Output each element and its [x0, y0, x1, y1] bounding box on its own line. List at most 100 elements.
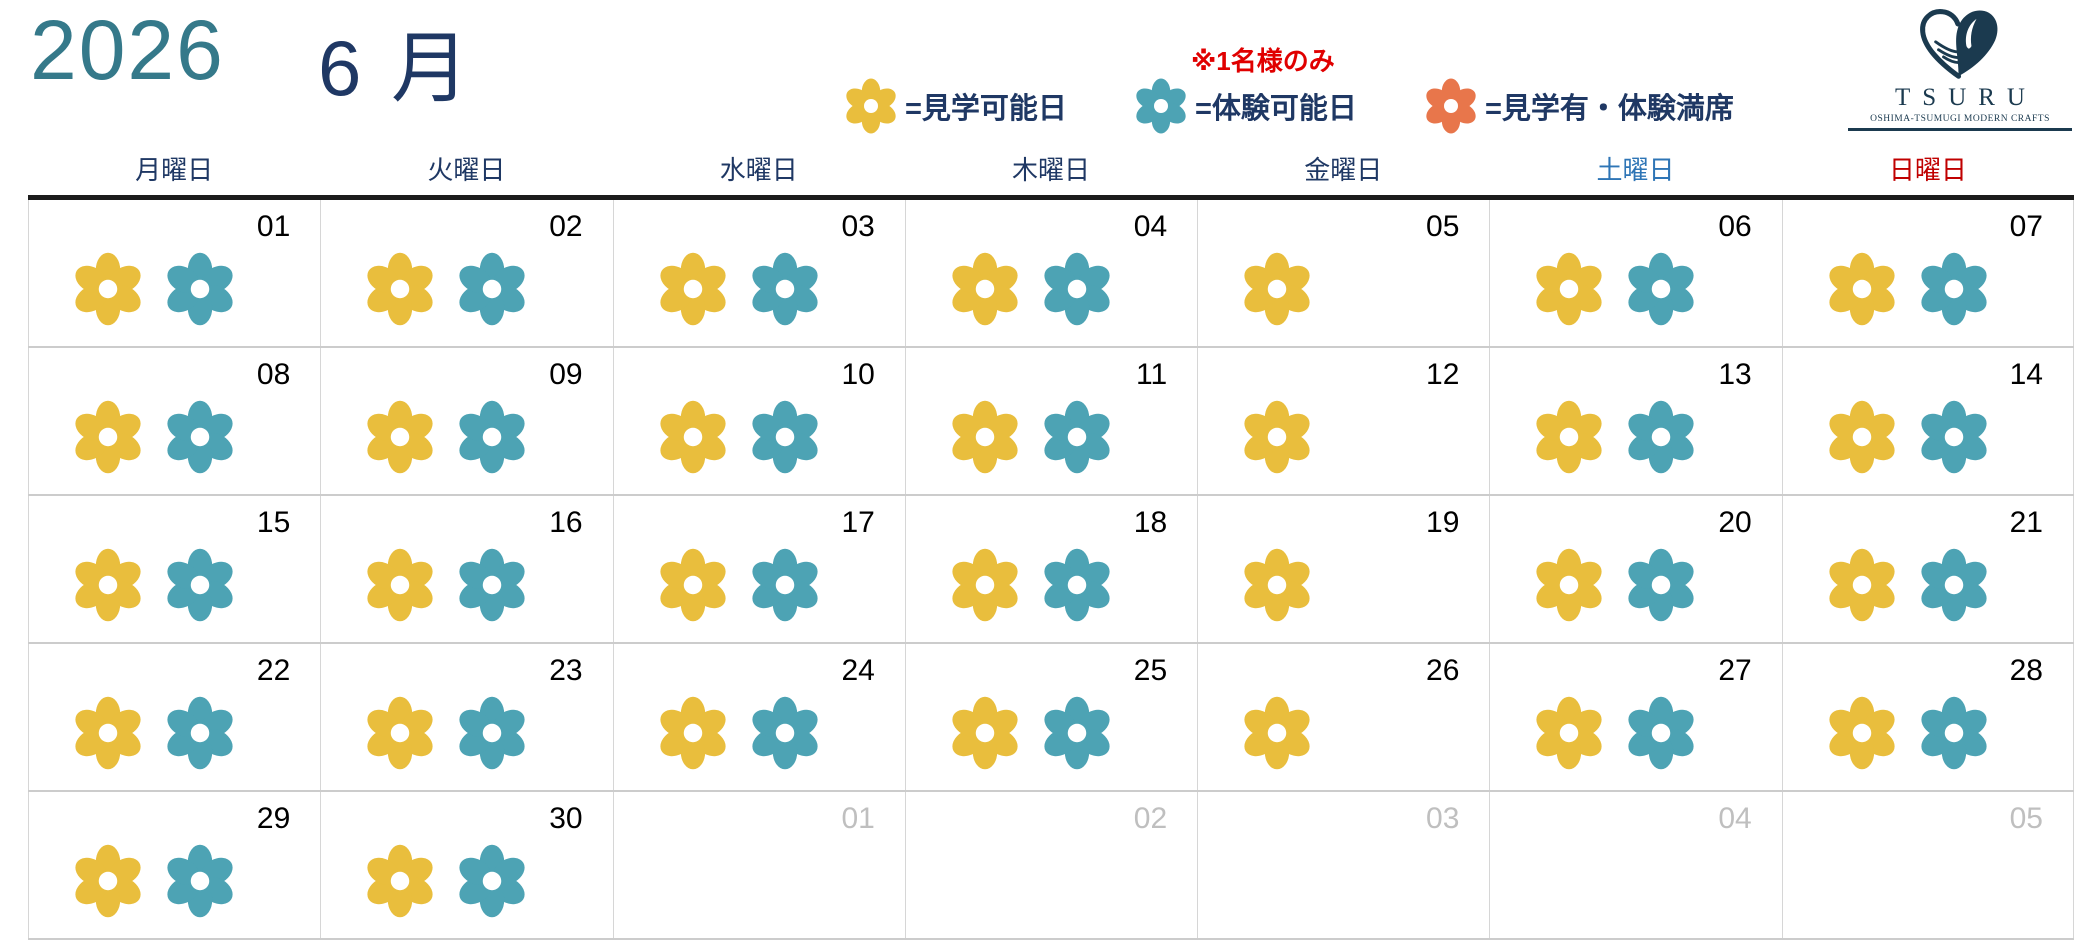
yellow-flower-icon — [71, 252, 145, 326]
day-flowers — [1532, 252, 1699, 326]
day-flowers — [1532, 696, 1699, 770]
yellow-flower-icon — [363, 696, 438, 770]
day-number: 30 — [549, 802, 583, 835]
day-flowers — [655, 548, 822, 622]
day-flowers — [947, 548, 1114, 622]
day-flowers — [1240, 400, 1315, 474]
yellow-flower-icon — [1532, 252, 1607, 326]
tsuru-crane-heart-icon — [1920, 9, 1998, 79]
day-flowers — [655, 252, 822, 326]
day-number: 11 — [1135, 358, 1168, 391]
teal-flower-icon — [1624, 400, 1699, 474]
teal-flower-icon — [163, 844, 237, 918]
yellow-flower-icon — [363, 252, 438, 326]
teal-flower-icon — [1916, 548, 1991, 622]
calendar-cell: 10 — [612, 348, 905, 494]
yellow-flower-icon — [947, 548, 1022, 622]
yellow-flower-icon — [1240, 696, 1315, 770]
day-number: 02 — [549, 210, 583, 243]
calendar-cell: 29 — [28, 792, 320, 938]
week-row: 29 30 01 02 03 04 05 — [28, 792, 2074, 940]
day-flowers — [947, 400, 1114, 474]
day-number: 14 — [2009, 358, 2043, 391]
teal-flower-icon — [455, 252, 530, 326]
weekday-header-1: 火曜日 — [427, 155, 506, 185]
day-flowers — [1824, 548, 1991, 622]
teal-flower-icon — [1916, 252, 1991, 326]
yellow-flower-icon — [1532, 696, 1607, 770]
day-flowers — [363, 696, 530, 770]
weekday-header-3: 木曜日 — [1011, 155, 1090, 185]
day-flowers — [1532, 400, 1699, 474]
legend-label: =体験可能日 — [1195, 93, 1357, 125]
day-number: 03 — [841, 210, 875, 243]
day-number: 25 — [1133, 654, 1168, 687]
day-flowers — [363, 844, 530, 918]
yellow-flower-icon — [1824, 696, 1899, 770]
calendar-cell: 24 — [612, 644, 905, 790]
calendar-cell: 26 — [1197, 644, 1489, 790]
legend-label: =見学有・体験満席 — [1485, 93, 1734, 125]
day-flowers — [363, 400, 530, 474]
day-number: 23 — [549, 654, 583, 687]
teal-flower-icon — [163, 252, 237, 326]
calendar-cell: 19 — [1197, 496, 1489, 642]
day-flowers — [363, 548, 530, 622]
day-flowers — [1824, 696, 1991, 770]
day-flowers — [1532, 548, 1699, 622]
legend-item-teal-flower: ※1名様のみ =体験可能日 — [1133, 46, 1357, 136]
calendar-cell-next-month: 02 — [904, 792, 1197, 938]
yellow-flower-icon — [71, 400, 145, 474]
yellow-flower-icon — [71, 548, 145, 622]
day-number: 08 — [256, 358, 291, 391]
day-number: 28 — [2009, 654, 2043, 687]
teal-flower-icon — [1133, 78, 1189, 134]
day-number: 10 — [841, 358, 875, 391]
calendar-cell: 07 — [1781, 200, 2074, 346]
tsuru-logo: TSURU OSHIMA-TSUMUGI MODERN CRAFTS — [1848, 4, 2072, 131]
teal-flower-icon — [455, 548, 530, 622]
calendar-cell: 11 — [904, 348, 1197, 494]
teal-flower-icon — [455, 696, 530, 770]
day-number: 27 — [1718, 654, 1752, 687]
day-flowers — [1824, 400, 1991, 474]
calendar-cell: 14 — [1781, 348, 2074, 494]
weekday-header-2: 水曜日 — [719, 155, 798, 185]
legend: =見学可能日 ※1名様のみ =体験可能日 =見学有・体験満席 — [0, 0, 2074, 150]
week-row: 01 02 03 04 05 06 07 — [28, 200, 2074, 348]
day-flowers — [1240, 696, 1315, 770]
day-flowers — [71, 696, 237, 770]
teal-flower-icon — [163, 696, 237, 770]
yellow-flower-icon — [947, 252, 1022, 326]
calendar-cell: 27 — [1489, 644, 1781, 790]
teal-flower-icon — [747, 696, 822, 770]
calendar-grid: 01 02 03 04 05 06 07 08 09 10 11 12 13 14 15 16 17 18 19 20… — [28, 200, 2074, 940]
yellow-flower-icon — [655, 696, 730, 770]
day-number: 17 — [841, 506, 875, 539]
day-flowers — [71, 844, 237, 918]
calendar-cell: 02 — [320, 200, 612, 346]
teal-flower-icon — [1916, 400, 1991, 474]
yellow-flower-icon — [947, 400, 1022, 474]
day-number: 12 — [1426, 358, 1460, 391]
yellow-flower-icon — [1240, 400, 1315, 474]
teal-flower-icon — [747, 400, 822, 474]
calendar-cell-next-month: 03 — [1197, 792, 1489, 938]
day-number: 16 — [549, 506, 583, 539]
yellow-flower-icon — [1824, 548, 1899, 622]
teal-flower-icon — [747, 548, 822, 622]
yellow-flower-icon — [655, 400, 730, 474]
teal-flower-icon — [747, 252, 822, 326]
day-number: 29 — [256, 802, 291, 835]
day-number: 19 — [1426, 506, 1460, 539]
day-flowers — [1240, 252, 1315, 326]
calendar-cell: 05 — [1197, 200, 1489, 346]
logo-title: TSURU — [1895, 84, 2037, 111]
title-year: 2026 — [30, 3, 225, 97]
day-number: 04 — [1133, 210, 1168, 243]
calendar-cell: 20 — [1489, 496, 1781, 642]
day-flowers — [1824, 252, 1991, 326]
day-number: 07 — [2009, 210, 2043, 243]
teal-flower-icon — [1916, 696, 1991, 770]
